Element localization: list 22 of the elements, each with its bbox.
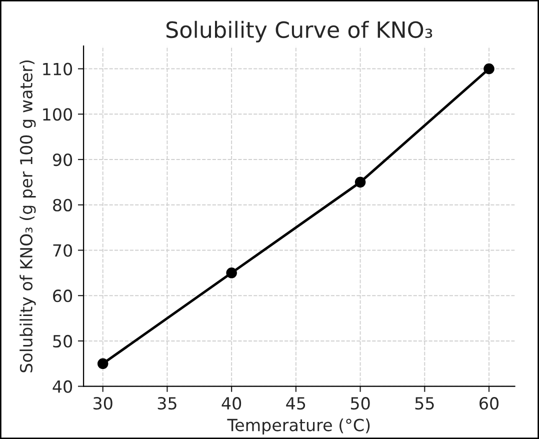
x-tick-label: 30 [94, 397, 112, 410]
y-tick-label: 40 [52, 380, 72, 393]
y-axis-title: Solubility of KNO₃ (g per 100 g water) [20, 60, 36, 372]
x-tick-label: 55 [415, 397, 434, 410]
x-tick-label: 50 [350, 397, 370, 410]
x-axis-title: Temperature (°C) [227, 418, 370, 435]
chart-title: Solubility Curve of KNO₃ [166, 20, 432, 42]
y-tick-label: 90 [52, 153, 72, 166]
point [226, 268, 237, 278]
y-tick-label: 60 [53, 290, 72, 302]
x-tick-label: 45 [286, 397, 306, 410]
y-tick-label: 100 [43, 108, 72, 121]
y-tick-label: 110 [43, 62, 72, 76]
point [484, 63, 494, 74]
x-tick-label: 35 [158, 397, 176, 410]
y-tick-label: 50 [53, 334, 72, 348]
y-tick-label: 80 [53, 198, 72, 212]
x-tick-label: 60 [480, 397, 498, 410]
x-tick-label: 40 [222, 397, 242, 410]
y-tick-label: 70 [53, 244, 72, 257]
point [97, 358, 108, 370]
point [354, 176, 366, 188]
